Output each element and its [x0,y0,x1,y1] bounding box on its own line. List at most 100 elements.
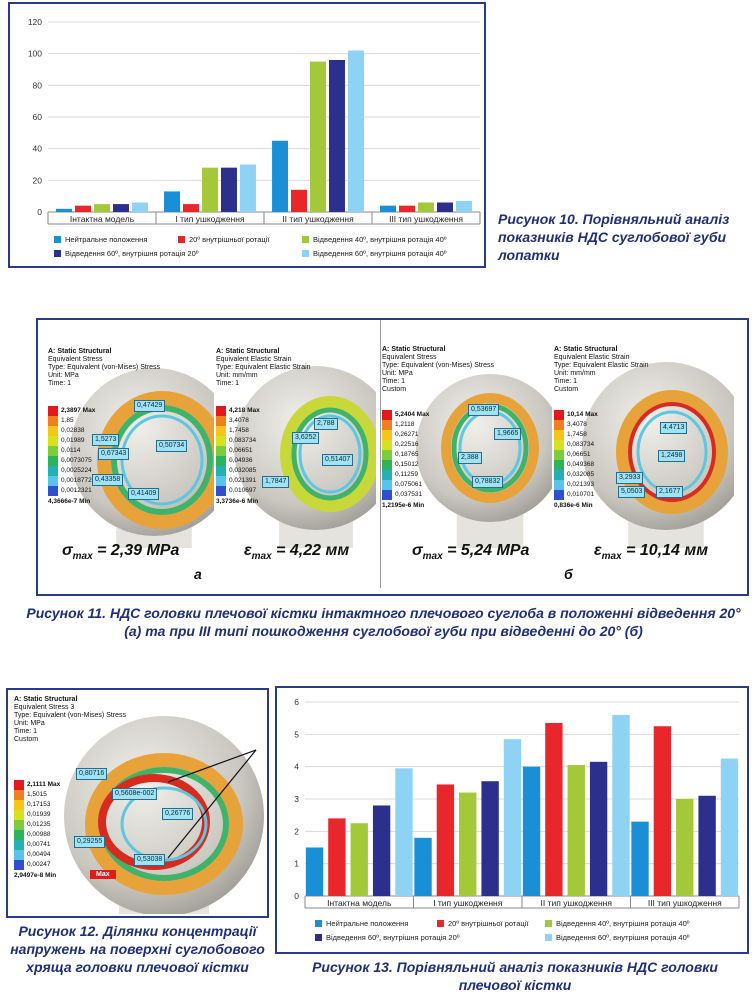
stress-contour [291,407,369,501]
figure10-bar [164,191,181,212]
fem-header-line: Custom [14,736,39,743]
fem-header-line: Type: Equivalent (von-Mises) Stress [14,712,127,719]
fem-title: A: Static Structural [14,696,78,703]
probe-label: 0,51407 [322,454,354,466]
fem-header-line: Unit: mm/mm [554,370,596,377]
fem-scale-label: 0,00741 [27,841,51,848]
fem-header: A: Static Structural Equivalent Stress Typ… [382,346,494,394]
probe-label: 1,5273 [92,434,120,446]
fem-scale-swatch [14,840,24,850]
fem-scale-label: 0,17153 [27,801,51,808]
formula-subscript: max [601,551,622,563]
fem-scale-swatch [14,830,24,840]
fem-scale-label: 1,7458 [229,427,249,434]
fem-scale-swatch [216,406,226,416]
fem-scale-swatch [554,480,564,490]
fem-scale-swatch [48,416,58,426]
fem-scale-label: 0,049368 [567,461,595,468]
figure13-category-label: ІІ тип ушкодження [541,898,613,908]
figure13-ytick-label: 2 [294,826,299,836]
figure13-bar [459,792,477,896]
fem-scale-swatch [554,490,564,500]
fem-scale-label: 0,01235 [27,821,51,828]
figure10-bar [436,202,453,212]
stress-contour [85,753,243,895]
fem-scale-swatch [216,476,226,486]
figure10-legend-label: Відведення 60º, внутрішня ротація 40º [313,249,447,258]
max-value-formula: εmax = 4,22 мм [244,542,349,562]
figure10-legend-swatch [302,250,309,257]
figure10-legend-swatch [302,236,309,243]
fem-scale-label: 0,22516 [395,441,419,448]
probe-label: 1,9665 [494,428,522,440]
figure10-legend-swatch [54,236,61,243]
figure11-part-b: б [564,566,573,582]
fem-scale-min: 0,836e-6 Min [554,502,593,509]
fem-scale-label: 0,083734 [229,437,257,444]
fem-scale-label: 0,11259 [395,471,419,478]
fem-scale-swatch [382,460,392,470]
probe-label: 0,53697 [468,404,500,416]
stress-contour [120,414,204,506]
figure10-bar [455,200,472,212]
fem-scale-label: 0,0012321 [61,487,92,494]
fem-header-line: Type: Equivalent (von-Mises) Stress [382,362,495,369]
fem-scale-swatch [382,420,392,430]
figure13-ytick-label: 3 [294,794,299,804]
fem-scale-swatch [14,810,24,820]
stress-contour [298,414,362,494]
figure11-caption-line1: Рисунок 11. НДС головки плечової кістки … [26,605,741,621]
fem-scale-label: 3,4078 [229,417,249,424]
figure11-caption-line2: (а) та при ІІІ типі пошкодження суглобов… [124,623,643,639]
figure10-bar [75,205,92,212]
probe-label: 0,29255 [74,836,106,848]
max-marker: Max [90,870,116,879]
figure13-bar [328,818,346,896]
fem-scale-label: 0,037531 [395,491,423,498]
fem-header-line: Equivalent Elastic Strain [554,354,630,361]
figure10-ytick-label: 20 [33,175,43,185]
fem-scale-label: 0,15012 [395,461,419,468]
stress-contour [628,402,716,502]
humeral-head-model [70,368,214,548]
fem-header-line: Time: 1 [14,728,38,735]
probe-label: 1,7847 [262,476,290,488]
fem-header-line: Custom [554,386,579,393]
figure10-ytick-label: 120 [28,17,42,27]
max-value-formula: σmax = 5,24 MPa [412,542,529,562]
fem-scale-label: 0,00988 [27,831,51,838]
fem-title: A: Static Structural [216,348,280,355]
figure10-caption: Рисунок 10. Порівняльний аналіз показник… [498,211,730,263]
fem-header-line: Equivalent Stress [48,356,103,363]
probe-label: 3,2933 [616,472,644,484]
probe-label: 0,47429 [134,400,166,412]
fem-header: A: Static Structural Equivalent Stress Typ… [48,348,160,388]
figure13-ytick-label: 1 [294,859,299,869]
fem-scale-swatch [216,416,226,426]
figure13-category-label: Інтактна модель [327,898,392,908]
formula-value: = 4,22 мм [271,542,350,559]
fem-scale-label: 0,0073075 [61,457,92,464]
figure10-legend-label: Відведення 60º, внутрішня ротація 20º [65,249,199,258]
probe-label: 5,0503 [618,486,646,498]
fem-scale-swatch [382,410,392,420]
figure13-legend-label: Нейтральне положення [326,919,408,928]
figure13-legend-swatch [437,920,444,927]
figure13-ytick-label: 6 [294,697,299,707]
fem-scale-swatch [14,780,24,790]
figure13-ytick-label: 0 [294,891,299,901]
figure10-category-label: І тип ушкодження [175,214,245,224]
fem-header-line: Unit: mm/mm [216,372,258,379]
figure10-category-label: Інтактна модель [70,214,135,224]
figure13-bar [481,781,499,896]
figure10-bar [220,167,237,212]
fem-header-line: Type: Equivalent Elastic Strain [554,362,649,369]
figure10-bar [239,164,256,212]
figure10-bar [56,208,73,212]
fem-header-line: Unit: MPa [14,720,45,727]
fem-scale-swatch [554,420,564,430]
figure13-ytick-label: 4 [294,762,299,772]
probe-label: 0,50734 [156,440,188,452]
figure12-caption: Рисунок 12. Ділянки концентрації напруже… [10,923,265,975]
